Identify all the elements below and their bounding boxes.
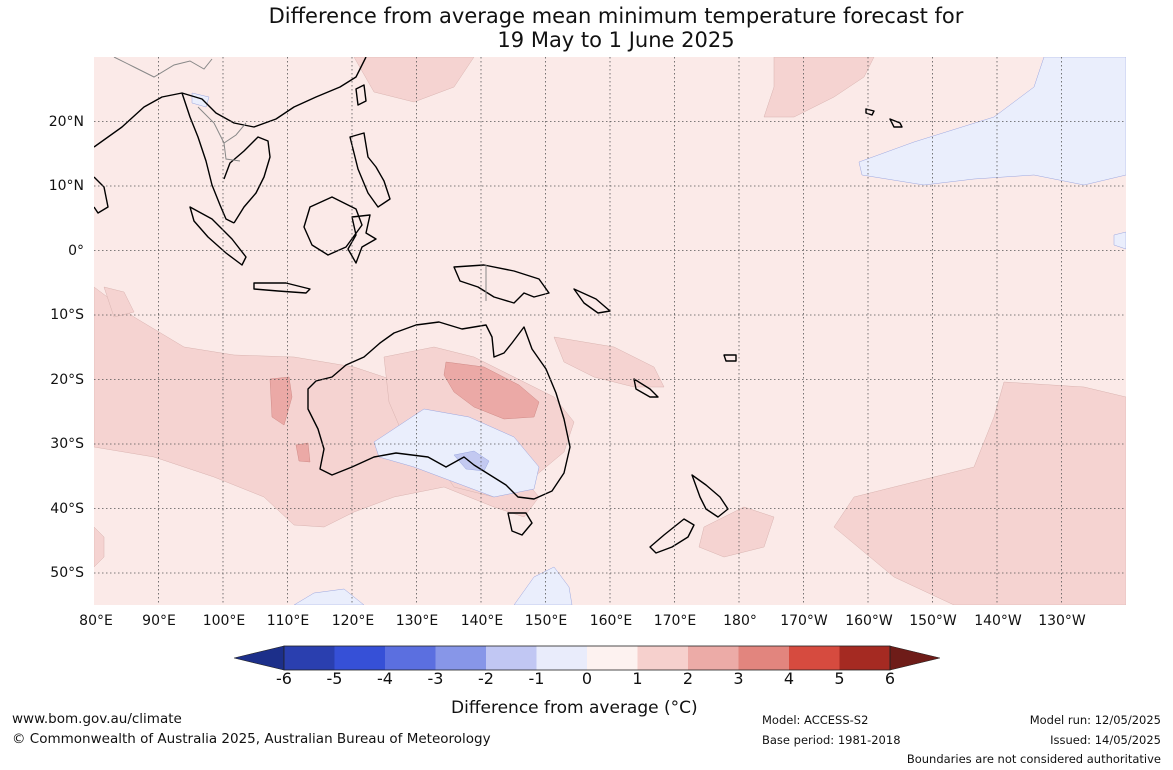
colorbar-outline xyxy=(283,645,891,671)
colorbar-swatch-11 xyxy=(789,646,840,670)
forecast-map xyxy=(94,57,1126,605)
lon-label-130e: 130°E xyxy=(395,613,439,629)
lon-label-160e: 160°E xyxy=(589,613,633,629)
colorbar-tick: -5 xyxy=(326,669,343,688)
lon-label-170e: 170°E xyxy=(653,613,697,629)
colorbar-swatch-1 xyxy=(284,646,335,670)
colorbar-swatch-0 xyxy=(233,645,285,671)
country-borders xyxy=(113,57,487,301)
colorbar-tick: 6 xyxy=(884,669,896,688)
colorbar-tick: -3 xyxy=(427,669,444,688)
colorbar-tick: 4 xyxy=(783,669,795,688)
colorbar-tick: -2 xyxy=(478,669,494,688)
colorbar-swatch-7 xyxy=(587,646,638,670)
lat-label-30s: 30°S xyxy=(50,436,84,452)
colorbar-svg xyxy=(233,645,941,671)
colorbar-tick: -1 xyxy=(528,669,545,688)
lon-label-140w: 140°W xyxy=(974,613,1022,629)
boundaries-disclaimer: Boundaries are not considered authoritat… xyxy=(906,752,1161,766)
lat-label-50s: 50°S xyxy=(50,565,84,581)
colorbar-swatch-4 xyxy=(435,646,486,670)
lat-label-40s: 40°S xyxy=(50,501,84,517)
lon-label-150e: 150°E xyxy=(524,613,568,629)
lon-label-170w: 170°W xyxy=(780,613,828,629)
colorbar-tick: 3 xyxy=(733,669,744,688)
colorbar-swatch-9 xyxy=(688,646,739,670)
anomaly-2-to-3-regions xyxy=(269,361,540,463)
colorbar-tick: -6 xyxy=(276,669,292,688)
lat-label-10s: 10°S xyxy=(50,307,84,323)
colorbar-swatch-13 xyxy=(889,645,941,671)
lon-label-130w: 130°W xyxy=(1038,613,1086,629)
colorbar-tick: 0 xyxy=(581,669,593,688)
issued-date: Issued: 14/05/2025 xyxy=(1050,733,1161,747)
colorbar-swatch-12 xyxy=(839,646,890,670)
lon-label-100e: 100°E xyxy=(202,613,246,629)
title-line-2: 19 May to 1 June 2025 xyxy=(497,28,735,52)
colorbar-tick: 2 xyxy=(682,669,694,688)
colorbar-swatch-5 xyxy=(486,646,537,670)
lon-label-110e: 110°E xyxy=(266,613,310,629)
lon-label-160w: 160°W xyxy=(845,613,893,629)
lat-label-20n: 20°N xyxy=(48,114,84,130)
lat-label-20s: 20°S xyxy=(50,372,84,388)
colorbar xyxy=(233,645,941,675)
map-svg xyxy=(94,57,1126,605)
model-run-date: Model run: 12/05/2025 xyxy=(1029,713,1161,727)
colorbar-swatch-8 xyxy=(637,646,688,670)
colorbar-label: Difference from average (°C) xyxy=(451,698,698,718)
colorbar-swatch-3 xyxy=(385,646,436,670)
colorbar-tick: 1 xyxy=(632,669,643,688)
map-title: Difference from average mean minimum tem… xyxy=(0,4,1173,52)
colorbar-swatch-6 xyxy=(536,646,587,670)
copyright-text: © Commonwealth of Australia 2025, Austra… xyxy=(12,731,491,747)
model-name: Model: ACCESS-S2 xyxy=(762,713,869,727)
website-link[interactable]: www.bom.gov.au/climate xyxy=(12,711,182,727)
lon-label-80e: 80°E xyxy=(79,613,113,629)
colorbar-tick: 5 xyxy=(834,669,845,688)
colorbar-swatch-10 xyxy=(738,646,789,670)
base-period: Base period: 1981-2018 xyxy=(762,733,901,747)
coastlines xyxy=(94,57,903,554)
graticule xyxy=(94,57,1126,605)
lat-label-0: 0° xyxy=(68,243,84,259)
colorbar-tick: -4 xyxy=(377,669,393,688)
anomaly-negative-regions xyxy=(191,57,1126,605)
lon-label-90e: 90°E xyxy=(142,613,176,629)
title-line-1: Difference from average mean minimum tem… xyxy=(268,4,964,28)
lon-label-120e: 120°E xyxy=(331,613,375,629)
colorbar-swatch-2 xyxy=(334,646,385,670)
lat-label-10n: 10°N xyxy=(48,178,84,194)
lon-label-150w: 150°W xyxy=(909,613,957,629)
lon-label-140e: 140°E xyxy=(460,613,504,629)
lon-label-180: 180° xyxy=(723,613,757,629)
